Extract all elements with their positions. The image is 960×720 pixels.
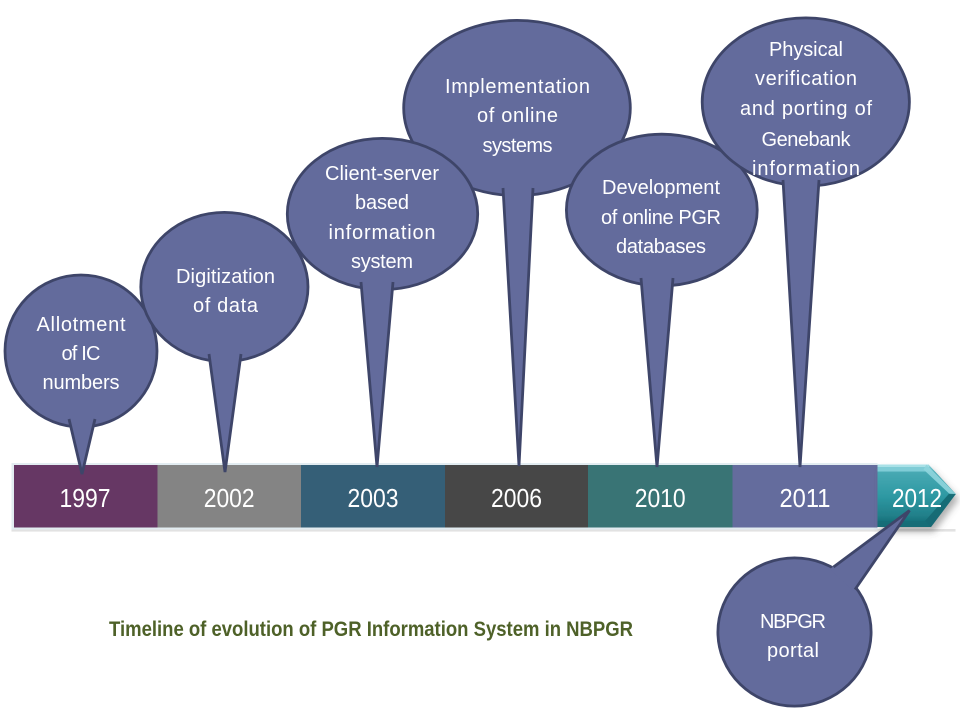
svg-text:Client-server: Client-server — [325, 163, 439, 185]
svg-text:NBPGR: NBPGR — [760, 611, 826, 633]
svg-text:portal: portal — [767, 640, 819, 662]
svg-text:Allotment: Allotment — [37, 314, 126, 336]
svg-text:2012: 2012 — [892, 483, 942, 513]
svg-text:2010: 2010 — [635, 483, 686, 513]
svg-text:of online: of online — [477, 105, 558, 127]
svg-text:of online PGR: of online PGR — [601, 207, 721, 229]
svg-text:information: information — [752, 158, 860, 180]
svg-text:databases: databases — [616, 236, 706, 258]
svg-text:system: system — [351, 251, 413, 273]
svg-text:verification: verification — [755, 68, 857, 90]
svg-text:2003: 2003 — [348, 483, 399, 513]
svg-text:Timeline of evolution of PGR I: Timeline of evolution of PGR Information… — [109, 617, 633, 641]
svg-text:Digitization: Digitization — [176, 266, 275, 288]
svg-text:and porting of: and porting of — [740, 98, 872, 120]
svg-text:numbers: numbers — [43, 372, 120, 394]
svg-text:2011: 2011 — [780, 483, 831, 513]
svg-text:Physical: Physical — [769, 39, 843, 61]
svg-text:1997: 1997 — [60, 483, 111, 513]
svg-text:based: based — [355, 192, 409, 214]
svg-text:systems: systems — [483, 135, 553, 157]
svg-text:Development: Development — [602, 177, 720, 199]
svg-text:of data: of data — [193, 295, 259, 317]
svg-text:Implementation: Implementation — [445, 76, 590, 98]
svg-text:information: information — [329, 222, 436, 244]
svg-text:of IC: of IC — [62, 343, 101, 365]
svg-text:2006: 2006 — [491, 483, 542, 513]
svg-text:Genebank: Genebank — [762, 129, 852, 151]
svg-text:2002: 2002 — [204, 483, 255, 513]
